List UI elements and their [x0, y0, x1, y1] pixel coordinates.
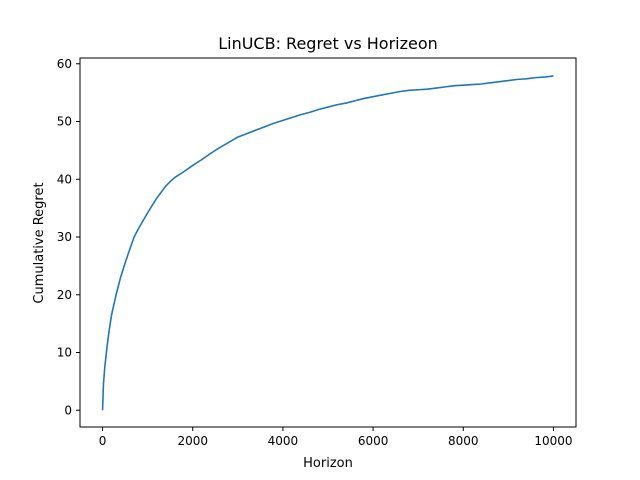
chart-title: LinUCB: Regret vs Horizeon — [218, 34, 438, 53]
x-tick-label: 8000 — [448, 434, 479, 448]
series-line — [101, 75, 554, 411]
x-axis-label: Horizon — [303, 456, 353, 471]
y-tick-label: 60 — [57, 57, 72, 71]
plot-area — [79, 57, 577, 428]
x-tick-label: 6000 — [358, 434, 389, 448]
y-tick-label: 20 — [57, 288, 72, 302]
x-tick-label: 10000 — [534, 434, 572, 448]
y-tick-label: 40 — [57, 172, 72, 186]
y-tick-label: 30 — [57, 230, 72, 244]
y-axis: 0 10 20 30 40 50 60 — [57, 57, 80, 417]
x-tick-label: 2000 — [177, 434, 208, 448]
x-tick-label: 4000 — [268, 434, 299, 448]
y-axis-label: Cumulative Regret — [32, 182, 47, 303]
x-axis: 0 2000 4000 6000 8000 10000 — [99, 427, 573, 448]
y-tick-label: 0 — [64, 403, 72, 417]
x-tick-label: 0 — [99, 434, 107, 448]
y-tick-label: 10 — [57, 346, 72, 360]
y-tick-label: 50 — [57, 115, 72, 129]
